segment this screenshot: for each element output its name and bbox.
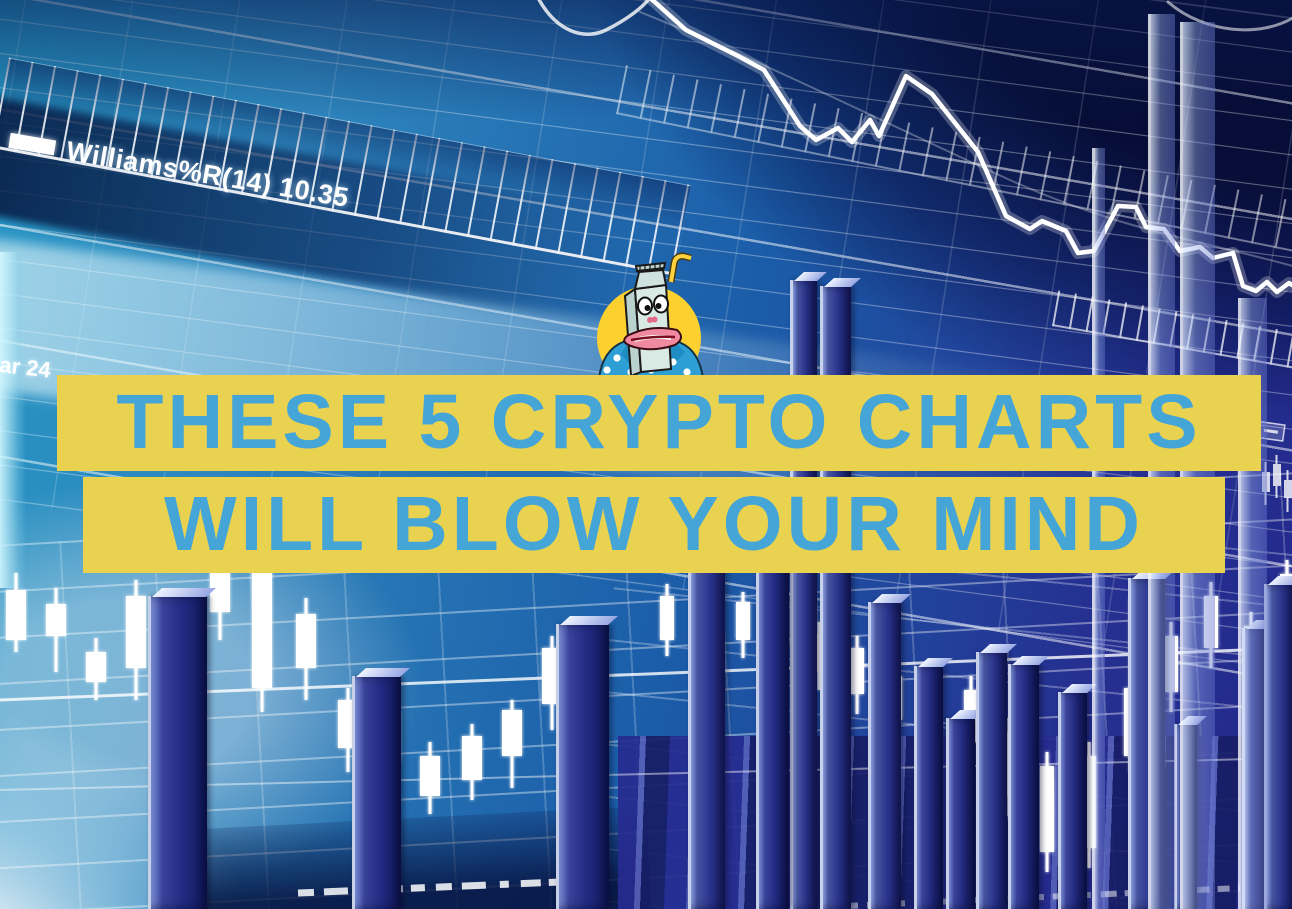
headline-line1: THESE 5 CRYPTO CHARTS: [116, 378, 1202, 465]
column-bar: [556, 624, 609, 909]
headline-line2: WILL BLOW YOUR MIND: [164, 480, 1144, 567]
column-bar: [976, 652, 1007, 909]
column-bar: [914, 666, 943, 909]
left-edge-panel: [0, 252, 26, 588]
column-bar: [1264, 584, 1292, 909]
axis-date-label: ar 24: [0, 352, 53, 383]
column-bar: [868, 602, 901, 909]
column-bar: [756, 538, 789, 909]
headline-banner-bottom: WILL BLOW YOUR MIND: [83, 477, 1225, 573]
candlestick-group-left: [6, 556, 562, 814]
milk-carton-mascot-icon: [585, 250, 717, 390]
indicator-label: Williams%R(14) 10.35: [7, 126, 351, 214]
zigzag-line-chart: [537, 0, 1292, 298]
dark-edge-top: [0, 0, 1292, 120]
column-bar: [946, 718, 975, 909]
column-bar: [688, 518, 725, 909]
column-bar: [352, 676, 401, 909]
headline-banner-top: THESE 5 CRYPTO CHARTS: [57, 375, 1261, 471]
column-bar: [148, 596, 207, 909]
column-bar: [1058, 692, 1087, 909]
column-bar: [1008, 664, 1039, 909]
